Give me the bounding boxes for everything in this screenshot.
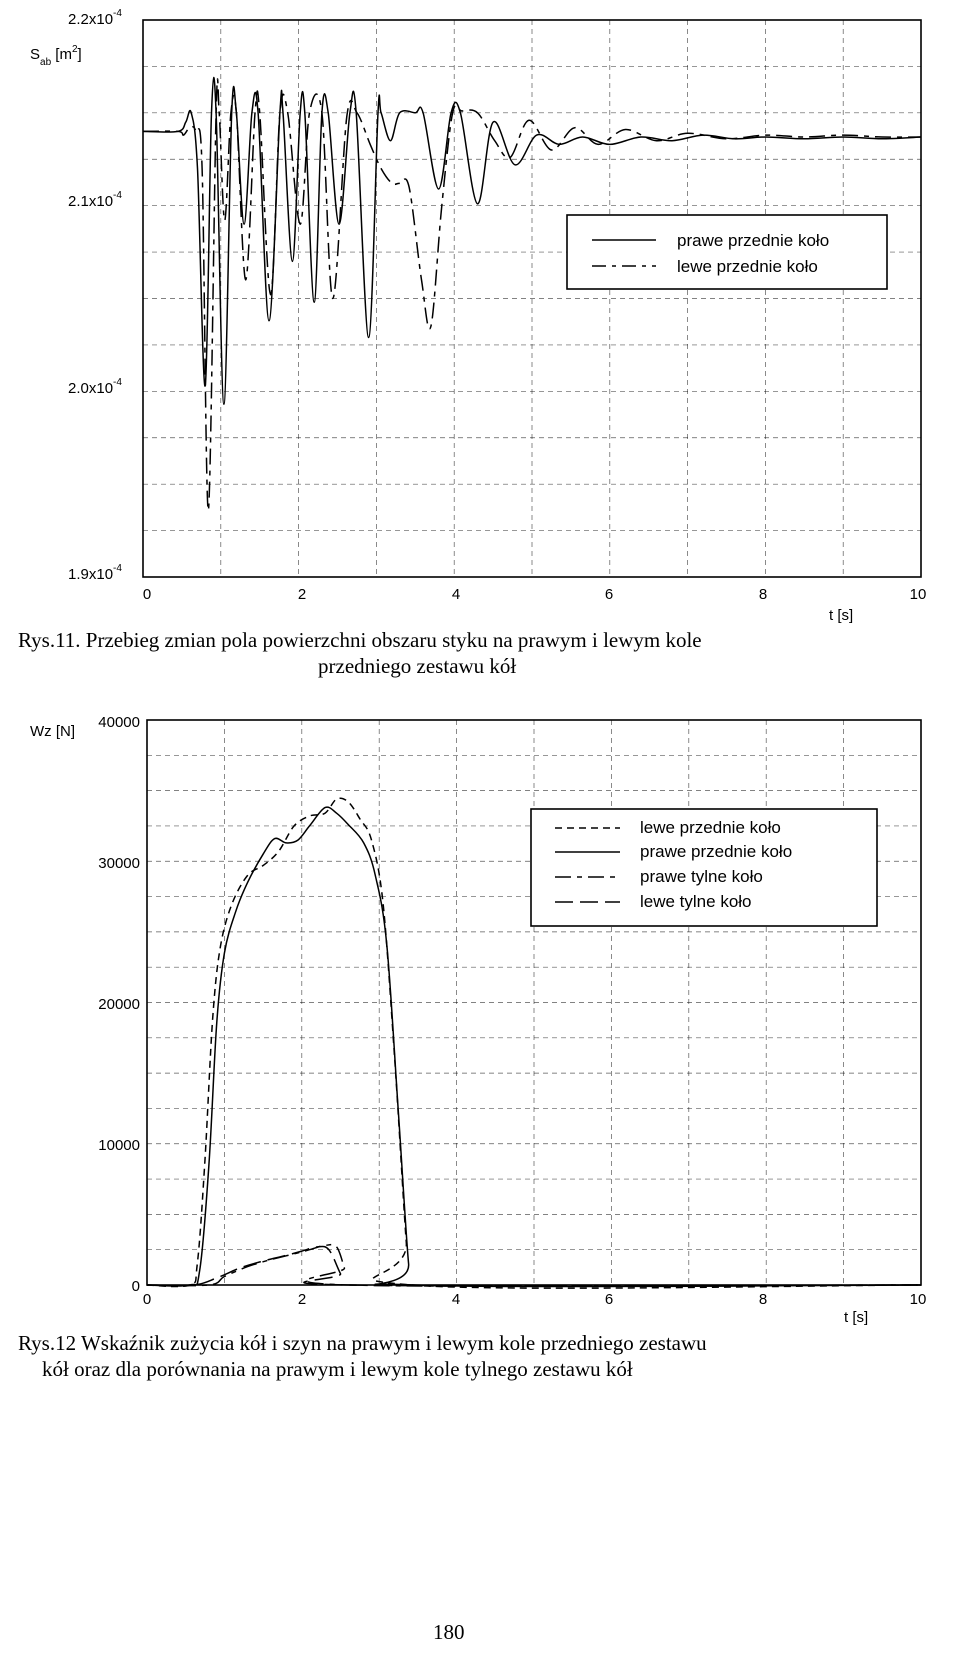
figure-1-series-line [142,78,922,511]
figure-2-ylabel: Wz [N] [30,723,75,740]
figure-2-legend-box [530,808,878,927]
figure-2-legend-label: lewe tylne koło [640,892,752,911]
figure-1-xtick: 10 [910,586,927,603]
figure-2-caption-line1: Rys.12 Wskaźnik zużycia kół i szyn na pr… [18,1331,707,1355]
figure-1-plot-frame [142,19,922,578]
figure-1-xtick: 8 [759,586,767,603]
figure-2-xtick: 8 [759,1291,767,1308]
figure-2-legend-label: prawe tylne koło [640,867,763,886]
figure-1-xtick: 6 [605,586,613,603]
figure-1-xtick: 4 [452,586,460,603]
figure-1-grid [143,20,921,577]
figure-1-xlabel: t [s] [829,607,853,624]
figure-2-plot-frame [146,719,922,1286]
figure-2-ytick: 20000 [98,996,140,1013]
figure-2-legend-label: lewe przednie koło [640,818,781,837]
figure-1-xtick: 2 [298,586,306,603]
figure-1-legend-label: lewe przednie koło [677,257,818,276]
figure-2-ytick: 0 [132,1278,140,1295]
figure-1-legend-box [566,214,888,290]
figure-2-caption-line2: kół oraz dla porównania na prawym i lewy… [42,1357,633,1381]
figure-2-xtick: 4 [452,1291,460,1308]
figure-1-xtick: 0 [143,586,151,603]
figure-1-caption-line1: Rys.11. Przebieg zmian pola powierzchni … [18,628,702,652]
figure-1-caption-line2: przedniego zestawu kół [318,654,517,678]
figure-1-series-line [142,76,922,406]
figure-1-ytick: 2.0x10-4 [68,377,122,397]
figure-2-legend-label: prawe przednie koło [640,842,792,861]
figure-2-legend: lewe przednie koło prawe przednie koło p… [530,808,878,927]
figure-2-series [146,797,922,1289]
figure-2-chart: Wz [N] 40000 30000 20000 10000 0 0 2 4 6… [30,714,926,1326]
figure-2-xtick: 6 [605,1291,613,1308]
figure-2-ytick: 10000 [98,1137,140,1154]
figure-1-series [142,76,922,511]
figure-2-ytick: 40000 [98,714,140,731]
figure-1-legend: prawe przednie koło lewe przednie koło [566,214,888,290]
figure-2-series-line [146,806,922,1288]
figure-2-ytick: 30000 [98,855,140,872]
figure-2-xtick: 0 [143,1291,151,1308]
figure-1-chart: Sab [m2] 2.2x10-4 2.1x10-4 2.0x10-4 1.9x… [30,8,926,624]
figure-2-xtick: 2 [298,1291,306,1308]
figure-1-legend-label: prawe przednie koło [677,231,829,250]
figure-2-xtick: 10 [910,1291,927,1308]
figure-1-ytick: 2.1x10-4 [68,190,122,210]
page-number: 180 [433,1620,465,1644]
figure-2-xlabel: t [s] [844,1309,868,1326]
figure-2-grid [147,720,921,1285]
figure-1-ytick: 1.9x10-4 [68,563,122,583]
figure-1-ylabel: Sab [m2] [30,44,82,68]
figure-1-ytick: 2.2x10-4 [68,8,122,28]
